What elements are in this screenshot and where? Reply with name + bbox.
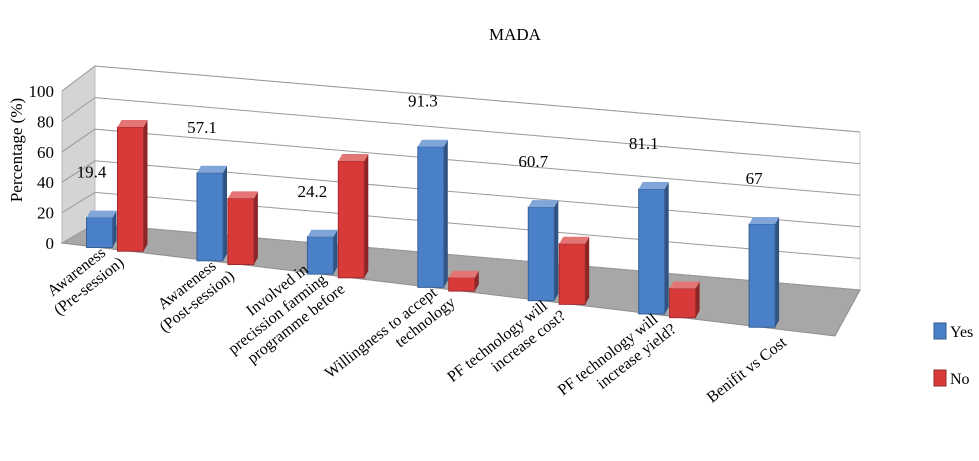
bar-top [559, 236, 590, 244]
bar-front [86, 217, 114, 249]
bar-no-3 [448, 270, 479, 292]
bar-top [448, 270, 479, 278]
bar-side [253, 191, 258, 265]
bar-top [307, 229, 338, 237]
bar-no-4 [558, 236, 590, 305]
bar-top [338, 154, 369, 161]
bar-side [112, 210, 117, 248]
bar-side [474, 270, 479, 292]
gridline [61, 191, 861, 259]
bar-side [775, 217, 780, 328]
bar-yes-2 [306, 229, 338, 275]
data-label: 67 [746, 169, 764, 188]
bar-front [337, 160, 365, 279]
bar-top [197, 165, 227, 173]
bar-side [695, 281, 700, 318]
legend-swatch [933, 322, 947, 340]
bar-no-2 [337, 154, 369, 279]
bar-front [448, 277, 476, 292]
data-label: 57.1 [187, 118, 217, 137]
y-tick-label: 100 [29, 82, 55, 101]
bar-side [333, 229, 338, 275]
x-tick-label: Benifit vs Cost [704, 334, 791, 407]
bar-top [86, 210, 117, 218]
bar-yes-4 [527, 200, 559, 302]
y-tick-label: 80 [37, 112, 54, 131]
bar-no-1 [227, 191, 258, 266]
bar-yes-3 [417, 139, 448, 288]
legend-swatch [933, 369, 947, 387]
y-tick-label: 20 [37, 204, 54, 223]
legend: Yes No [933, 322, 973, 388]
bar-yes-1 [196, 165, 227, 262]
bar-yes-5 [638, 182, 669, 315]
legend-label: Yes [950, 324, 973, 341]
bar-side [554, 200, 559, 301]
y-axis-ticks: 0 20 40 60 80 100 [29, 82, 55, 253]
gridline [61, 65, 861, 133]
y-tick-label: 40 [37, 173, 54, 192]
bar-front [116, 126, 144, 252]
data-labels: 19.4 57.1 24.2 91.3 60.7 81.1 67 [77, 92, 763, 201]
bars [86, 120, 780, 328]
bar-no-5 [669, 281, 700, 319]
bar-no-0 [116, 120, 148, 252]
bar-front [669, 288, 697, 319]
gridline [61, 128, 861, 196]
bar-side [664, 182, 669, 314]
bar-side [585, 236, 590, 305]
data-label: 81.1 [629, 134, 659, 153]
legend-label: No [950, 371, 970, 388]
bar-side [223, 165, 227, 261]
bar-front [748, 223, 776, 328]
chart-title: MADA [489, 25, 542, 44]
bar-yes-0 [86, 210, 117, 249]
data-label: 91.3 [408, 92, 438, 111]
legend-item-no: No [933, 369, 970, 388]
bar-top [528, 200, 559, 208]
y-tick-label: 60 [37, 143, 54, 162]
y-axis-label: Percentage (%) [7, 98, 26, 202]
gridline [61, 97, 861, 165]
bar-top [417, 139, 448, 147]
gridline [61, 160, 861, 228]
x-tick-line: Benifit vs Cost [704, 334, 791, 407]
data-label: 60.7 [518, 152, 548, 171]
bar-front [306, 236, 334, 275]
bar-top [117, 120, 148, 127]
bar-front [638, 188, 666, 315]
bar-top [669, 281, 700, 289]
bar-front [417, 146, 445, 288]
bar-top [749, 217, 780, 224]
bar-front [558, 243, 586, 305]
bar-side [143, 120, 148, 252]
bar-front [196, 172, 224, 262]
bar-top [227, 191, 258, 199]
data-label: 24.2 [298, 182, 328, 201]
bar-front [527, 206, 555, 302]
gridlines [61, 65, 861, 291]
data-label: 19.4 [77, 163, 107, 182]
bar-top [638, 182, 669, 189]
y-tick-label: 0 [46, 234, 55, 253]
bar-side [364, 154, 369, 278]
x-tick-label: Awareness(Post-session) [155, 258, 238, 336]
legend-item-yes: Yes [933, 322, 973, 341]
bar-yes-6 [748, 217, 780, 328]
bar-side [443, 139, 448, 288]
bar-front [227, 197, 255, 266]
